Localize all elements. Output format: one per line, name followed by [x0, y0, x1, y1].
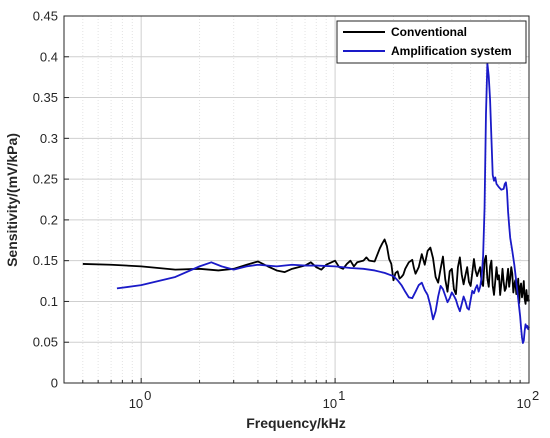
y-tick-label: 0.1	[40, 294, 58, 309]
y-tick-label: 0.2	[40, 212, 58, 227]
x-tick-label-base: 10	[323, 396, 337, 411]
legend-label-conventional: Conventional	[391, 25, 467, 39]
y-tick-label: 0.3	[40, 131, 58, 146]
x-tick-label-exponent: 1	[338, 388, 345, 403]
series-line-amplification-system	[116, 62, 530, 344]
x-tick-label-exponent: 2	[532, 388, 539, 403]
x-tick-label-base: 10	[517, 396, 531, 411]
x-axis-label: Frequency/kHz	[246, 415, 346, 431]
y-tick-label: 0.45	[33, 9, 58, 24]
series-line-conventional	[82, 238, 530, 305]
legend: Conventional Amplification system	[336, 20, 527, 64]
legend-box	[336, 20, 527, 64]
series-layer	[82, 62, 530, 344]
plot-area-frame	[63, 15, 530, 384]
y-tick-label: 0.15	[33, 253, 58, 268]
y-tick-label: 0.05	[33, 335, 58, 350]
y-tick-label: 0.25	[33, 172, 58, 187]
legend-label-amplification-system: Amplification system	[391, 44, 512, 58]
axis-ticks	[64, 15, 530, 384]
y-tick-label: 0.35	[33, 90, 58, 105]
y-tick-label: 0.4	[40, 49, 58, 64]
y-tick-label: 0	[51, 376, 58, 391]
x-tick-label-exponent: 0	[144, 388, 151, 403]
y-axis-label: Sensitivity/(mV/kPa)	[4, 133, 20, 267]
y-tick-labels: 0 0.05 0.1 0.15 0.2 0.25 0.3 0.35 0.4 0.45	[33, 9, 58, 391]
x-tick-label-base: 10	[129, 396, 143, 411]
grid-lines	[64, 15, 529, 384]
